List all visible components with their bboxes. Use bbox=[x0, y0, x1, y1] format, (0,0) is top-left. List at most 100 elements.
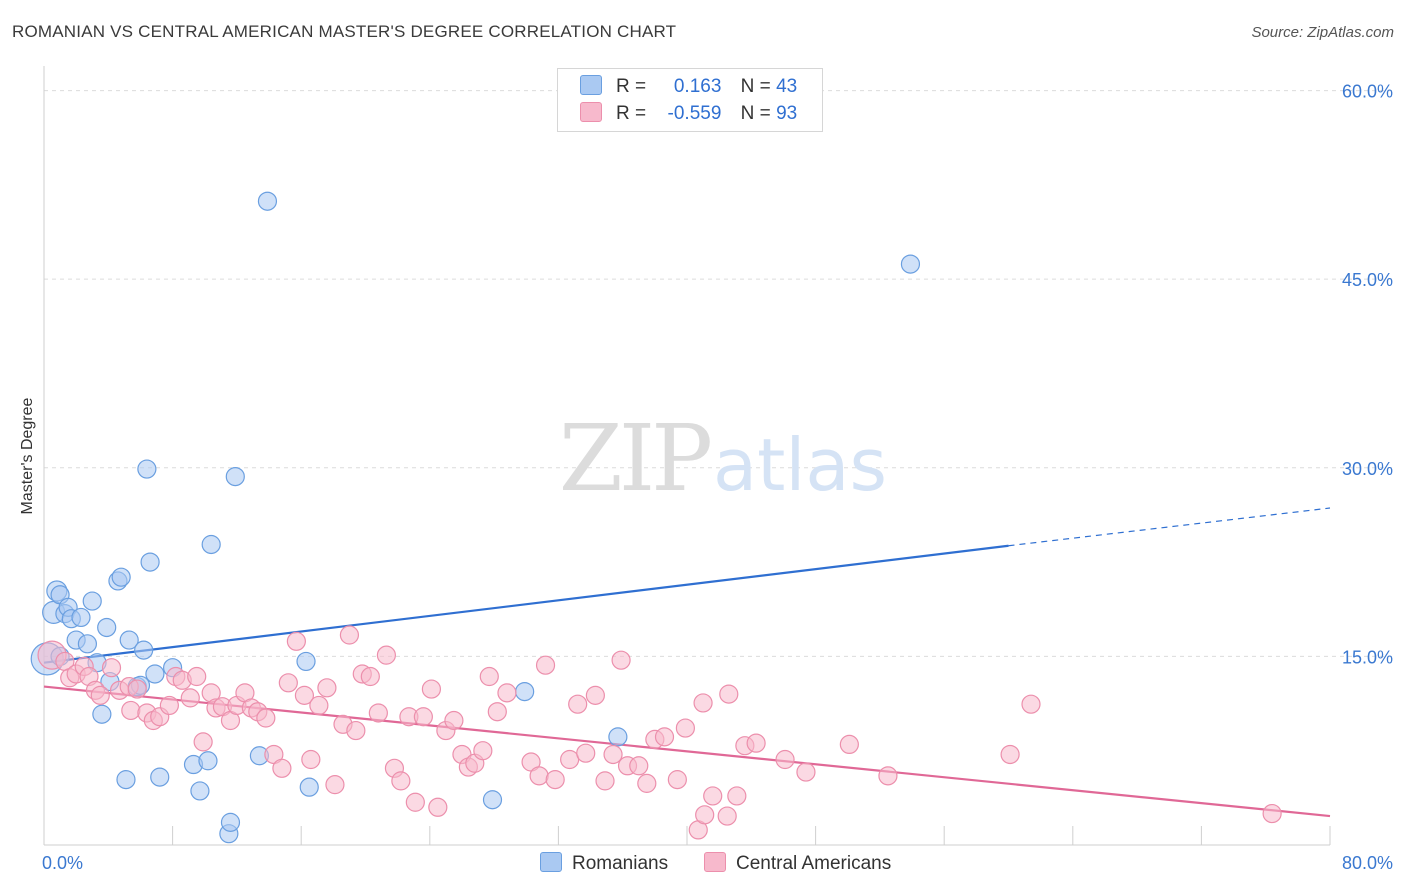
data-point bbox=[301, 749, 321, 770]
bottom-legend-label-romanians: Romanians bbox=[572, 853, 669, 874]
data-point bbox=[746, 733, 766, 753]
chart-title: ROMANIAN VS CENTRAL AMERICAN MASTER'S DE… bbox=[12, 22, 677, 41]
data-point bbox=[695, 805, 715, 825]
data-point bbox=[727, 786, 747, 806]
data-point bbox=[487, 702, 507, 722]
data-point bbox=[201, 534, 221, 555]
data-point bbox=[77, 634, 98, 654]
trend-line bbox=[43, 544, 1009, 664]
data-point bbox=[693, 693, 713, 713]
data-point bbox=[111, 567, 131, 587]
trend-line-extension bbox=[1008, 507, 1331, 547]
data-point bbox=[568, 694, 588, 714]
data-point bbox=[150, 767, 170, 787]
legend-r-value-romanians: 0.163 bbox=[673, 76, 722, 97]
data-point bbox=[585, 685, 605, 705]
data-point bbox=[595, 771, 615, 791]
data-point bbox=[629, 756, 649, 776]
data-point bbox=[479, 666, 499, 687]
data-point bbox=[796, 762, 816, 782]
data-point bbox=[482, 790, 503, 810]
y-axis-label: Master's Degree bbox=[19, 397, 36, 515]
y-tick-label: 15.0% bbox=[1342, 647, 1393, 667]
legend-n-label: N = bbox=[740, 103, 771, 124]
data-point bbox=[145, 664, 165, 684]
data-point bbox=[428, 797, 448, 817]
data-point bbox=[675, 718, 695, 738]
data-point bbox=[391, 771, 411, 791]
bottom-legend-romanians: Romanians bbox=[540, 852, 668, 875]
data-point bbox=[360, 666, 380, 687]
axes bbox=[43, 66, 1331, 846]
data-point bbox=[82, 591, 102, 611]
data-point bbox=[421, 679, 442, 699]
data-point bbox=[225, 466, 245, 487]
data-point bbox=[159, 695, 179, 716]
data-point bbox=[413, 707, 433, 727]
gridlines bbox=[44, 90, 1395, 657]
data-point bbox=[775, 749, 795, 770]
data-point bbox=[576, 743, 596, 763]
data-point bbox=[256, 708, 276, 728]
trend-lines bbox=[43, 507, 1331, 818]
data-point bbox=[654, 727, 675, 747]
legend-swatch-central-americans bbox=[580, 102, 602, 122]
correlation-legend: R = 0.163 N = 43 R = -0.559 N = 93 bbox=[557, 68, 823, 132]
data-point bbox=[180, 688, 200, 708]
bottom-legend-swatch-romanians bbox=[540, 852, 562, 872]
bottom-legend-label-central-americans: Central Americans bbox=[736, 853, 892, 874]
data-point bbox=[101, 658, 122, 678]
y-tick-label: 30.0% bbox=[1342, 459, 1393, 479]
data-point bbox=[71, 607, 91, 628]
data-point bbox=[92, 704, 112, 724]
data-point bbox=[339, 625, 360, 645]
legend-row-central-americans: R = -0.559 N = 93 bbox=[580, 102, 797, 126]
tick-labels: 15.0% 30.0% 45.0% 60.0% 0.0% 80.0% bbox=[42, 82, 1393, 873]
x-tick-label: 80.0% bbox=[1342, 853, 1393, 873]
data-point bbox=[444, 710, 464, 731]
data-point bbox=[515, 681, 535, 702]
data-point bbox=[1000, 744, 1020, 765]
data-point bbox=[637, 773, 657, 793]
data-point bbox=[278, 673, 298, 693]
data-point bbox=[198, 751, 218, 771]
data-point bbox=[703, 786, 723, 806]
data-point bbox=[611, 650, 631, 670]
data-point bbox=[839, 734, 859, 755]
legend-r-label: R = bbox=[616, 103, 647, 124]
data-point bbox=[368, 703, 388, 723]
watermark: ZIP atlas bbox=[559, 405, 887, 512]
data-point bbox=[376, 645, 396, 665]
data-point bbox=[137, 459, 157, 479]
data-point bbox=[529, 766, 549, 786]
legend-r-label: R = bbox=[616, 76, 647, 97]
data-point bbox=[497, 683, 517, 703]
data-point bbox=[193, 732, 213, 752]
data-point bbox=[325, 775, 345, 795]
data-point bbox=[127, 679, 147, 699]
data-point bbox=[608, 727, 628, 747]
data-point bbox=[346, 720, 366, 741]
data-point bbox=[220, 812, 241, 832]
data-point bbox=[309, 695, 329, 716]
data-point bbox=[900, 254, 921, 274]
data-point bbox=[1262, 803, 1282, 824]
legend-n-value-romanians: 43 bbox=[776, 76, 798, 97]
data-point bbox=[317, 678, 337, 698]
data-point bbox=[134, 640, 154, 660]
watermark-atlas: atlas bbox=[713, 423, 887, 507]
legend-r-value-central-americans: -0.559 bbox=[667, 103, 722, 124]
data-point bbox=[97, 617, 117, 638]
data-point bbox=[257, 191, 278, 211]
y-tick-label: 45.0% bbox=[1342, 270, 1393, 290]
data-point bbox=[90, 685, 110, 705]
data-point bbox=[190, 781, 210, 801]
legend-row-romanians: R = 0.163 N = 43 bbox=[580, 75, 797, 99]
data-point bbox=[121, 700, 141, 721]
data-point bbox=[603, 744, 623, 765]
data-points bbox=[30, 191, 1282, 844]
data-point bbox=[717, 806, 737, 826]
bottom-legend-swatch-central-americans bbox=[704, 852, 726, 872]
data-point bbox=[296, 651, 316, 672]
